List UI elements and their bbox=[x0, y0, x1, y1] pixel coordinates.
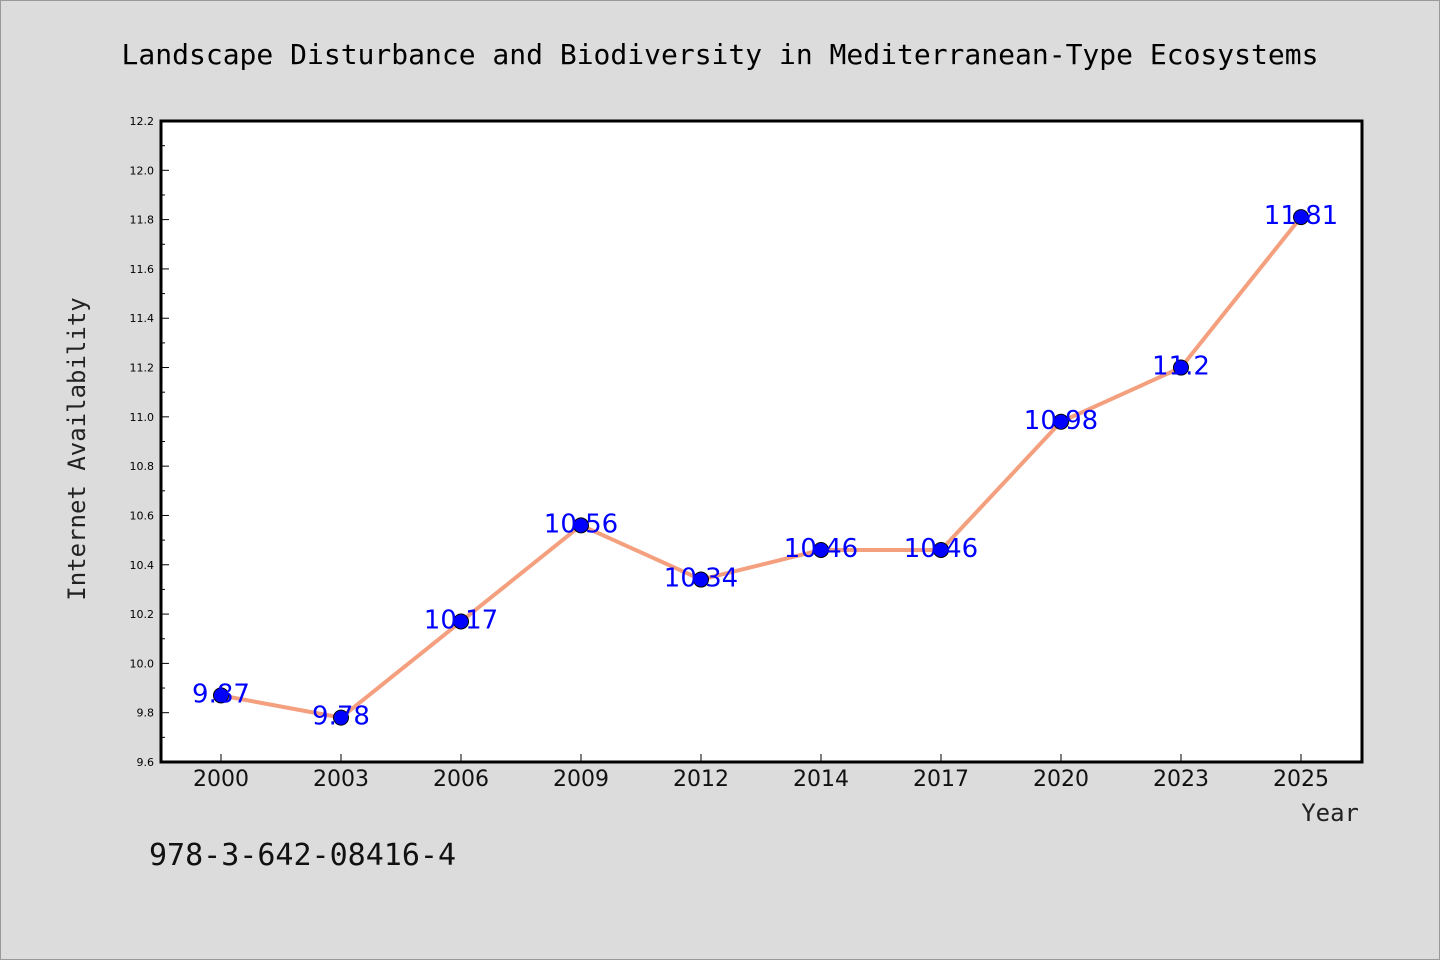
data-label: 10.17 bbox=[424, 605, 498, 635]
data-label: 9.78 bbox=[312, 702, 370, 732]
series-line bbox=[220, 215, 1303, 720]
data-label: 11.2 bbox=[1152, 352, 1210, 382]
y-tick-label: 10.4 bbox=[130, 559, 155, 572]
y-tick-label: 12.0 bbox=[130, 164, 155, 177]
data-label: 10.46 bbox=[904, 534, 978, 564]
x-tick-label: 2012 bbox=[673, 767, 729, 792]
y-tick-label: 10.0 bbox=[130, 657, 155, 670]
data-label: 10.46 bbox=[784, 534, 858, 564]
data-point bbox=[573, 517, 589, 534]
y-tick-label: 11.8 bbox=[130, 214, 155, 227]
y-axis: 9.6 9.8 10.0 10.2 10.4 10.6 10.8 11.0 11.2 11.4 11… bbox=[130, 115, 169, 769]
data-label: 10.56 bbox=[544, 509, 618, 539]
y-axis-label: Internet Availability bbox=[63, 297, 91, 600]
y-tick-label: 10.2 bbox=[130, 608, 155, 621]
y-tick-label: 11.6 bbox=[130, 263, 155, 276]
x-tick-label: 2014 bbox=[793, 767, 849, 792]
y-tick-label: 10.8 bbox=[130, 460, 155, 473]
data-label: 11.81 bbox=[1264, 201, 1338, 231]
x-tick-label: 2006 bbox=[433, 767, 489, 792]
plot-area bbox=[159, 119, 1364, 764]
x-tick-label: 2017 bbox=[913, 767, 969, 792]
y-tick-label: 11.4 bbox=[130, 312, 155, 325]
x-tick-label: 2003 bbox=[313, 767, 369, 792]
x-axis: 2000 2003 2006 2009 2012 2014 2017 2020 2023 2025 bbox=[193, 754, 1329, 792]
y-tick-label: 9.6 bbox=[137, 756, 155, 769]
data-label: 10.98 bbox=[1024, 406, 1098, 436]
data-point bbox=[1053, 413, 1069, 430]
data-point bbox=[213, 687, 229, 704]
data-point bbox=[453, 613, 469, 630]
y-tick-label: 10.6 bbox=[130, 509, 155, 522]
series-line-group: 9.87 9.78 10.17 10.56 10.34 10.46 10.46 10.98 11… bbox=[192, 201, 1338, 731]
y-tick-label: 12.2 bbox=[130, 115, 155, 128]
chart-title: Landscape Disturbance and Biodiversity i… bbox=[122, 38, 1319, 71]
data-point bbox=[1173, 359, 1189, 376]
x-axis-label: Year bbox=[1301, 799, 1359, 827]
x-tick-label: 2000 bbox=[193, 767, 249, 792]
y-tick-label: 11.0 bbox=[130, 411, 155, 424]
data-point bbox=[1293, 209, 1309, 226]
footnote-text: 978-3-642-08416-4 bbox=[149, 838, 456, 873]
data-point bbox=[333, 709, 349, 726]
x-tick-label: 2009 bbox=[553, 767, 609, 792]
x-tick-label: 2025 bbox=[1273, 767, 1329, 792]
data-point bbox=[933, 541, 949, 558]
y-tick-label: 9.8 bbox=[137, 707, 155, 720]
data-point bbox=[693, 571, 709, 588]
x-tick-label: 2020 bbox=[1033, 767, 1089, 792]
data-label: 9.87 bbox=[192, 679, 250, 709]
data-point bbox=[813, 541, 829, 558]
data-label: 10.34 bbox=[664, 564, 738, 594]
x-tick-label: 2023 bbox=[1153, 767, 1209, 792]
y-tick-label: 11.2 bbox=[130, 362, 155, 375]
